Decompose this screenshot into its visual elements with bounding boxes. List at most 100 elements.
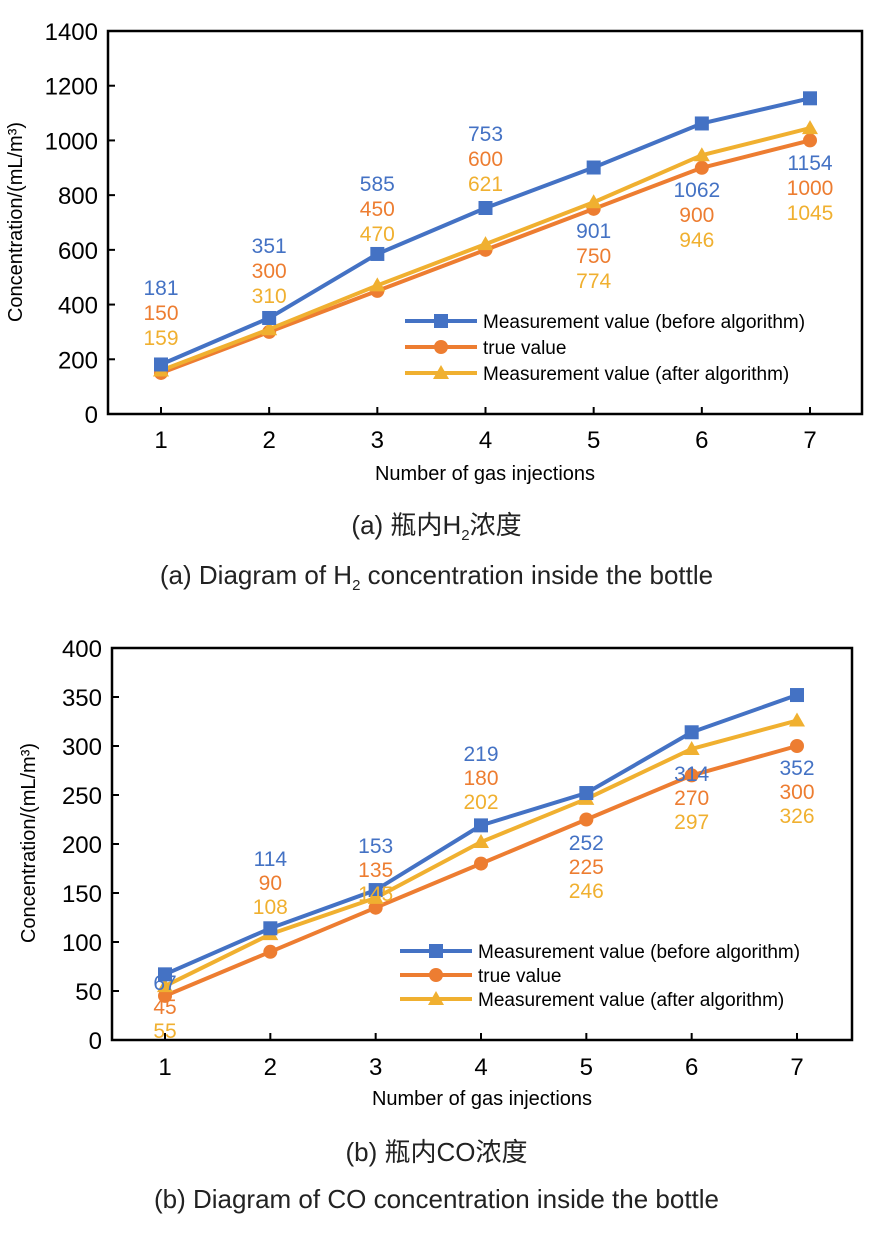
y-tick-label: 1000 <box>45 128 98 155</box>
caption-b-cn-suffix: 浓度 <box>475 1137 528 1167</box>
caption-a-cn-suffix: 浓度 <box>469 510 522 540</box>
legend-label: Measurement value (after algorithm) <box>483 364 789 385</box>
y-tick-label: 400 <box>58 293 98 320</box>
caption-a-en: (a) Diagram of H2 concentration inside t… <box>0 560 873 594</box>
data-label: 621 <box>468 173 503 196</box>
x-axis-title: Number of gas injections <box>372 1088 592 1110</box>
data-label: 202 <box>463 791 498 814</box>
y-tick-label: 150 <box>62 881 102 908</box>
data-point-square <box>262 310 277 325</box>
data-point-triangle <box>789 712 805 727</box>
caption-a-cn: (a) 瓶内H2浓度 <box>0 505 873 544</box>
y-tick-label: 800 <box>58 183 98 210</box>
data-label: 135 <box>358 859 393 882</box>
caption-b-en-suffix: concentration inside the bottle <box>366 1184 720 1214</box>
legend-label: Measurement value (before algorithm) <box>478 942 800 963</box>
data-label: 270 <box>674 787 709 810</box>
data-label: 219 <box>463 743 498 766</box>
y-tick-label: 400 <box>62 636 102 663</box>
data-point-circle <box>368 900 383 915</box>
legend-label: true value <box>483 338 566 359</box>
data-point-circle <box>158 988 172 1003</box>
data-label: 153 <box>358 835 393 858</box>
data-label: 150 <box>143 302 178 325</box>
data-label: 180 <box>463 767 498 790</box>
legend-marker-circle <box>434 340 448 354</box>
x-tick-label: 7 <box>803 427 816 454</box>
y-tick-label: 600 <box>58 238 98 265</box>
y-tick-label: 1200 <box>45 74 98 101</box>
data-point-triangle <box>369 277 386 292</box>
x-tick-label: 4 <box>479 427 492 454</box>
data-label: 750 <box>576 245 611 268</box>
legend-marker-circle <box>429 968 443 982</box>
y-tick-label: 50 <box>75 979 102 1006</box>
data-label: 114 <box>254 848 288 871</box>
legend-marker-triangle <box>428 991 444 1005</box>
data-label: 246 <box>569 880 604 903</box>
data-point-square <box>263 921 278 936</box>
data-point-circle <box>684 768 699 783</box>
data-label: 108 <box>253 896 288 919</box>
data-label: 351 <box>252 235 287 258</box>
data-label: 774 <box>576 270 611 293</box>
data-point-triangle <box>157 978 173 993</box>
data-label: 45 <box>153 996 176 1019</box>
caption-a-en-species: H <box>333 560 353 590</box>
x-tick-label: 5 <box>580 1054 593 1081</box>
y-tick-label: 0 <box>89 1028 102 1055</box>
data-label: 450 <box>360 198 395 221</box>
x-tick-label: 4 <box>474 1054 487 1081</box>
y-tick-label: 100 <box>62 930 102 957</box>
y-tick-label: 350 <box>62 685 102 712</box>
caption-b-cn-prefix: (b) 瓶内 <box>345 1137 437 1167</box>
data-point-triangle <box>473 834 489 849</box>
caption-a-cn-species: H <box>442 510 462 540</box>
caption-b-en-species: CO <box>327 1184 367 1214</box>
x-tick-label: 2 <box>264 1054 277 1081</box>
data-label: 352 <box>779 757 814 780</box>
data-label: 1000 <box>787 177 834 200</box>
data-point-circle <box>579 812 594 827</box>
legend: Measurement value (before algorithm) true… <box>400 942 800 1011</box>
data-point-triangle <box>802 120 818 135</box>
y-tick-label: 300 <box>62 734 102 761</box>
caption-b-en: (b) Diagram of CO concentration inside t… <box>0 1184 873 1215</box>
caption-b-cn-species: CO <box>436 1137 476 1167</box>
data-point-circle <box>803 133 817 148</box>
y-tick-label: 200 <box>62 832 102 859</box>
data-point-square <box>154 357 168 372</box>
legend-label: true value <box>478 966 561 987</box>
data-label: 159 <box>143 327 178 350</box>
data-point-square <box>158 967 172 982</box>
data-label: 470 <box>360 223 395 246</box>
data-label: 946 <box>679 229 714 252</box>
data-point-square <box>803 91 817 106</box>
data-label: 181 <box>143 277 178 300</box>
caption-b-cn: (b) 瓶内CO浓度 <box>0 1132 873 1169</box>
legend: Measurement value (before algorithm) true… <box>405 312 805 385</box>
x-tick-label: 3 <box>369 1054 382 1081</box>
data-point-square <box>579 786 594 801</box>
data-label: 900 <box>679 204 714 227</box>
y-axis-title: Concentration/(mL/m³) <box>18 743 40 943</box>
legend-label: Measurement value (after algorithm) <box>478 990 784 1011</box>
data-label: 90 <box>259 872 282 895</box>
x-tick-label: 3 <box>371 427 384 454</box>
data-point-square <box>368 883 383 898</box>
data-label: 300 <box>779 781 814 804</box>
data-label: 326 <box>779 805 814 828</box>
data-point-circle <box>474 856 488 871</box>
data-label: 600 <box>468 148 503 171</box>
x-tick-label: 1 <box>154 427 167 454</box>
legend-marker-square <box>434 314 448 328</box>
data-label: 901 <box>576 220 611 243</box>
data-label: 252 <box>569 832 604 855</box>
data-point-square <box>474 818 488 833</box>
data-point-circle <box>790 739 804 753</box>
caption-a-cn-subscript: 2 <box>461 527 470 545</box>
data-label: 1045 <box>787 202 834 225</box>
data-label: 753 <box>468 123 503 146</box>
data-point-square <box>694 116 709 131</box>
